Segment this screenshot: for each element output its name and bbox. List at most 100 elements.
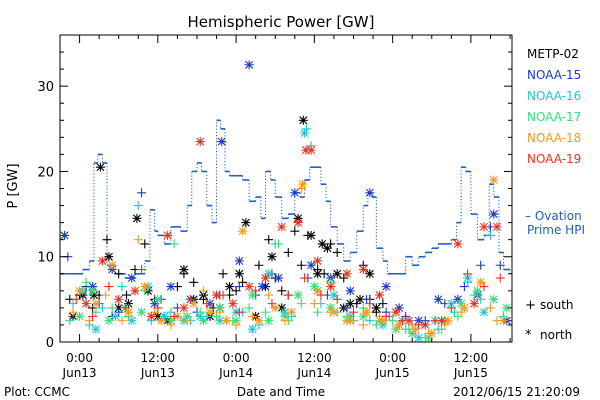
data-point-south <box>495 260 505 270</box>
data-point-north <box>502 303 512 313</box>
data-point-south <box>140 239 150 249</box>
ovation-hpi-line <box>60 119 511 279</box>
data-point-north <box>300 128 310 138</box>
data-point-north <box>104 252 114 262</box>
data-point-north <box>414 333 424 343</box>
legend-item-noaa-18: NOAA-18 <box>527 131 581 145</box>
legend-item-noaa-17: NOAA-17 <box>527 110 581 124</box>
y-tick-label: 0 <box>46 336 54 351</box>
data-point-north <box>433 294 443 304</box>
data-point-south <box>247 311 257 321</box>
data-point-north <box>277 222 287 232</box>
data-point-south <box>296 299 306 309</box>
data-point-north <box>225 282 235 292</box>
data-point-south <box>107 303 117 313</box>
data-point-south <box>218 269 228 279</box>
data-point-south <box>277 286 287 296</box>
data-point-south <box>133 235 143 245</box>
data-point-north <box>329 307 339 317</box>
data-point-south <box>234 282 244 292</box>
data-point-south <box>195 307 205 317</box>
data-point-north <box>410 324 420 334</box>
data-point-north <box>443 316 453 326</box>
data-point-north <box>179 265 189 275</box>
data-point-south <box>185 294 195 304</box>
data-point-south <box>166 320 176 330</box>
data-point-south <box>365 299 375 309</box>
data-point-south <box>101 290 111 300</box>
data-point-north <box>132 213 142 223</box>
data-point-north <box>313 256 323 266</box>
x-tick-label-date: Jun15 <box>453 366 488 380</box>
data-point-north <box>221 316 231 326</box>
data-point-north <box>150 299 160 309</box>
data-point-north <box>179 303 189 313</box>
data-point-south <box>349 307 359 317</box>
data-point-north <box>273 273 283 283</box>
data-point-north <box>217 137 227 147</box>
x-tick-label-time: 0:00 <box>66 351 93 365</box>
data-point-north <box>140 282 150 292</box>
data-point-south <box>273 239 283 249</box>
data-point-north <box>317 239 327 249</box>
data-point-north <box>469 299 479 309</box>
legend-symbol-glyph: * <box>525 328 532 343</box>
x-axis-label: Date and Time <box>237 385 325 399</box>
data-point-north <box>254 316 264 326</box>
data-point-north <box>301 145 311 155</box>
legend: METP-02 NOAA-15 NOAA-16 NOAA-17 NOAA-18 NOAA-… <box>525 47 585 343</box>
legend-ovation-line2: Prime HPI <box>527 223 585 237</box>
data-point-north <box>123 299 133 309</box>
data-point-north <box>97 256 107 266</box>
series-noaa-19 <box>71 137 505 330</box>
data-point-north <box>492 222 502 232</box>
data-point-south <box>290 226 300 236</box>
data-point-north <box>345 286 355 296</box>
x-tick-label-date: Jun15 <box>375 366 410 380</box>
data-point-north <box>153 311 163 321</box>
data-point-south <box>264 235 274 245</box>
data-point-south <box>332 294 342 304</box>
data-point-south <box>479 282 489 292</box>
footer-timestamp: 2012/06/15 21:20:09 <box>453 385 580 399</box>
data-point-south <box>342 303 352 313</box>
x-tick-label-time: 0:00 <box>379 351 406 365</box>
data-point-north <box>345 316 355 326</box>
data-point-south <box>81 277 91 287</box>
data-point-north <box>381 282 391 292</box>
data-point-south <box>189 277 199 287</box>
data-point-south <box>137 188 147 198</box>
data-point-north <box>298 115 308 125</box>
series-noaa-16 <box>68 124 495 343</box>
data-point-north <box>404 316 414 326</box>
data-point-north <box>378 316 388 326</box>
legend-ovation-line1: – Ovation <box>525 209 582 223</box>
data-point-north <box>75 286 85 296</box>
data-point-south <box>122 290 132 300</box>
data-point-north <box>91 299 101 309</box>
legend-symbol-north: north <box>540 328 572 342</box>
data-point-south <box>65 316 75 326</box>
data-point-south <box>280 316 290 326</box>
data-point-north <box>306 145 316 155</box>
data-point-south <box>68 307 78 317</box>
data-point-south <box>316 290 326 300</box>
data-point-north <box>365 188 375 198</box>
data-point-north <box>244 282 254 292</box>
data-point-north <box>88 286 98 296</box>
x-tick-label-time: 0:00 <box>223 351 250 365</box>
data-point-north <box>427 328 437 338</box>
data-point-south <box>264 290 274 300</box>
data-point-north <box>479 307 489 317</box>
plot-frame <box>59 34 513 343</box>
data-point-south <box>251 286 261 296</box>
legend-item-metp-02: METP-02 <box>527 47 579 61</box>
data-point-north <box>123 307 133 317</box>
chart-title: Hemispheric Power [GW] <box>188 13 375 31</box>
data-point-south <box>254 260 264 270</box>
data-point-north <box>270 303 280 313</box>
data-point-north <box>453 294 463 304</box>
data-point-north <box>264 316 274 326</box>
data-point-north <box>127 316 137 326</box>
